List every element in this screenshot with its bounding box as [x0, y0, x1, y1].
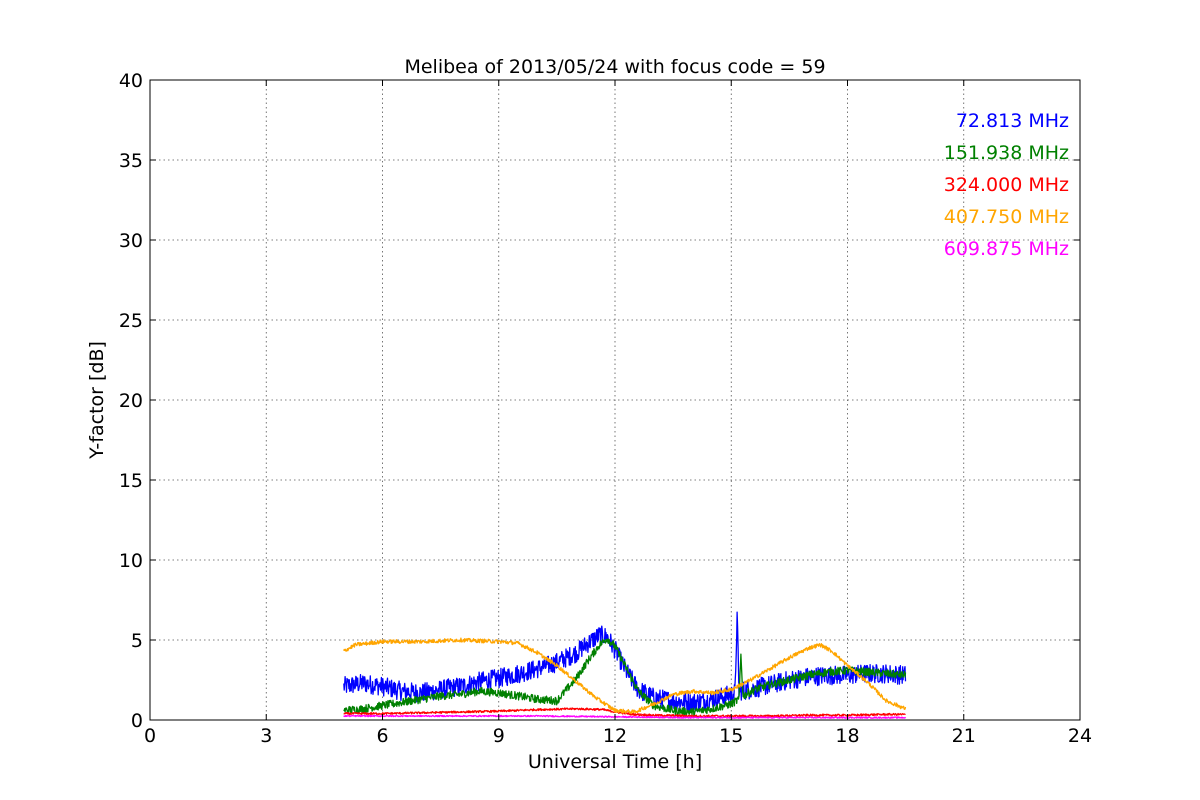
chart-title: Melibea of 2013/05/24 with focus code = …	[404, 56, 825, 78]
y-tick-label: 30	[119, 230, 143, 252]
series-line-324-000-mhz	[343, 707, 906, 718]
y-tick-label: 25	[119, 310, 143, 332]
legend-entry: 151.938 MHz	[944, 142, 1069, 164]
series-line-407-750-mhz	[343, 637, 907, 715]
x-tick-label: 3	[260, 725, 272, 747]
series-line-151-938-mhz	[343, 638, 907, 717]
grid	[150, 80, 1080, 720]
y-tick-label: 0	[131, 710, 143, 732]
y-tick-label: 20	[119, 390, 143, 412]
x-tick-label: 24	[1068, 725, 1092, 747]
series-line-609-875-mhz	[343, 714, 907, 719]
y-tick-label: 5	[131, 630, 143, 652]
series-group	[343, 611, 907, 719]
y-tick-label: 35	[119, 150, 143, 172]
x-tick-label: 9	[493, 725, 505, 747]
x-tick-label: 18	[835, 725, 859, 747]
tick-labels: 0 3 6 9 12 15 18 21 24 0 5 10 15 20 25 30 35 40	[119, 70, 1092, 747]
legend-entry: 407.750 MHz	[944, 206, 1069, 228]
x-tick-label: 0	[144, 725, 156, 747]
legend: 72.813 MHz 151.938 MHz 324.000 MHz 407.750 …	[944, 110, 1069, 260]
x-tick-label: 6	[376, 725, 388, 747]
legend-entry: 609.875 MHz	[944, 238, 1069, 260]
x-tick-label: 12	[603, 725, 627, 747]
x-tick-label: 21	[952, 725, 976, 747]
y-axis-title: Y-factor [dB]	[86, 341, 108, 460]
legend-entry: 324.000 MHz	[944, 174, 1069, 196]
x-tick-label: 15	[719, 725, 743, 747]
y-tick-label: 10	[119, 550, 143, 572]
ticks	[149, 79, 1081, 721]
y-tick-label: 15	[119, 470, 143, 492]
y-tick-label: 40	[119, 70, 143, 92]
x-axis-title: Universal Time [h]	[528, 751, 702, 773]
legend-entry: 72.813 MHz	[956, 110, 1069, 132]
